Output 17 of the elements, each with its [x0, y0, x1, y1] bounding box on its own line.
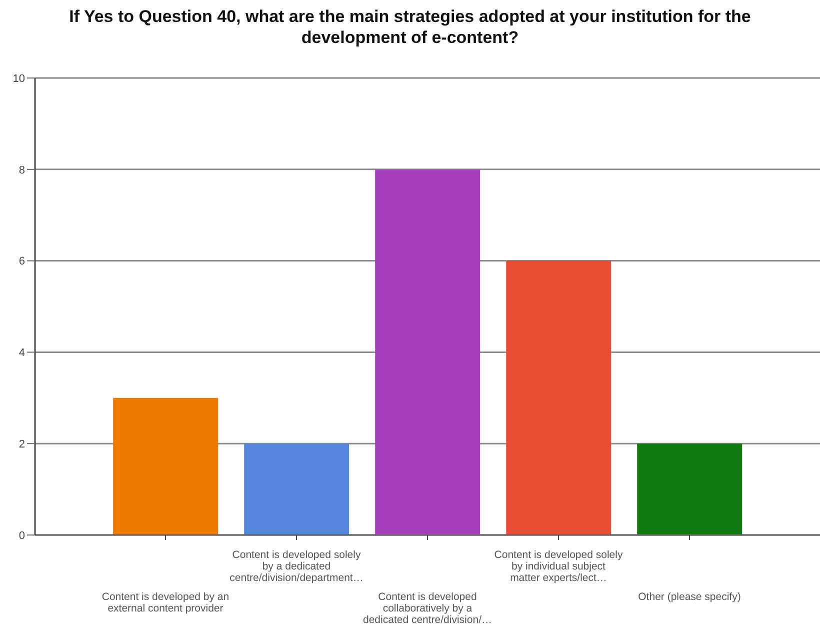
y-tick-label: 8 [18, 164, 25, 176]
x-tick-label: Content is developed solely by individual subject matter experts/lect… [494, 549, 624, 584]
x-tick-label: Content is developed collaboratively by a dedicated centre/division/… [363, 591, 492, 626]
bar [506, 260, 612, 535]
y-tick-label: 6 [18, 256, 25, 268]
chart-title: If Yes to Question 40, what are the main strategies adopted at your institution for the development of e-content? [68, 6, 752, 48]
bar [244, 444, 350, 535]
x-tick-label: Content is developed by an external content provider [102, 591, 230, 614]
y-tick-label: 10 [12, 72, 25, 85]
bar [113, 398, 218, 535]
bar [375, 169, 480, 535]
y-tick-label: 0 [18, 530, 25, 542]
x-tick-label: Other (please specify) [638, 591, 741, 603]
bar [637, 444, 742, 535]
y-tick-label: 4 [18, 347, 25, 360]
y-tick-label: 2 [18, 438, 25, 451]
x-tick-label: Content is developed solely by a dedicated centre/division/department… [230, 549, 364, 584]
